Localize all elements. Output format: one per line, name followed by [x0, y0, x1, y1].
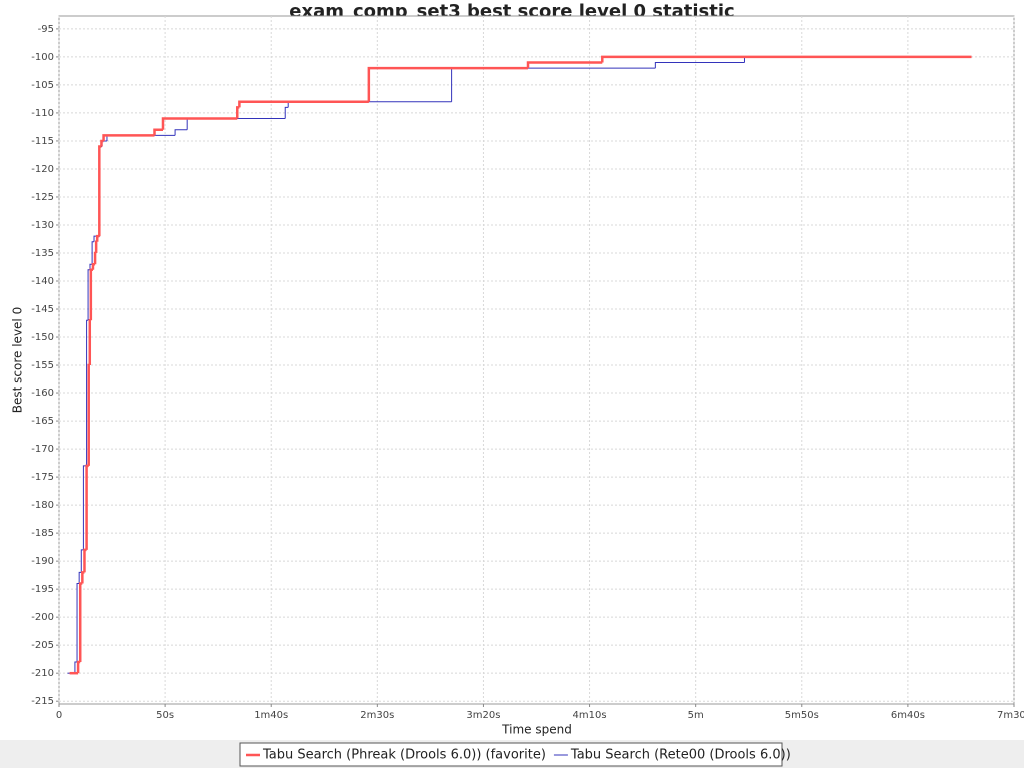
- y-tick-label: -205: [31, 640, 54, 651]
- y-tick-label: -180: [31, 500, 54, 511]
- step-segment: [76, 583, 80, 662]
- step-segment: [80, 549, 84, 573]
- step-segment: [81, 571, 85, 584]
- y-tick-label: -160: [31, 388, 54, 399]
- step-segment: [94, 240, 98, 253]
- step-segment: [87, 363, 90, 466]
- x-tick-label: 5m50s: [785, 710, 819, 721]
- y-tick-label: -200: [31, 612, 54, 623]
- y-tick-label: -110: [31, 108, 54, 119]
- y-tick-label: -100: [31, 52, 54, 63]
- y-tick-label: -165: [31, 416, 54, 427]
- step-segment: [601, 55, 972, 63]
- y-tick-label: -130: [31, 220, 54, 231]
- x-tick-label: 2m30s: [360, 710, 394, 721]
- x-tick-label: 1m40s: [254, 710, 288, 721]
- legend-label: Tabu Search (Phreak (Drools 6.0)) (favor…: [262, 748, 546, 763]
- x-tick-label: 6m40s: [891, 710, 925, 721]
- y-tick-label: -120: [31, 164, 54, 175]
- step-segment: [98, 145, 102, 237]
- step-segment: [284, 106, 289, 119]
- y-tick-label: -185: [31, 528, 54, 539]
- step-segment: [87, 269, 90, 321]
- x-tick-label: 4m10s: [573, 710, 607, 721]
- legend-label: Tabu Search (Rete00 (Drools 6.0)): [570, 748, 791, 763]
- step-segment: [367, 66, 529, 102]
- y-tick-label: -150: [31, 332, 54, 343]
- step-segment: [78, 582, 83, 662]
- y-axis-label: Best score level 0: [11, 307, 25, 413]
- y-tick-label: -210: [31, 668, 54, 679]
- x-tick-label: 5m: [688, 710, 704, 721]
- step-segment: [93, 251, 97, 265]
- step-segment: [526, 61, 603, 69]
- y-tick-label: -175: [31, 472, 54, 483]
- x-tick-label: 7m30s: [997, 710, 1024, 721]
- x-tick-label: 50s: [156, 710, 174, 721]
- y-tick-label: -115: [31, 136, 54, 147]
- y-tick-label: -145: [31, 304, 54, 315]
- legend: [239, 742, 783, 767]
- y-tick-label: -190: [31, 556, 54, 567]
- step-segment: [238, 100, 369, 108]
- step-segment: [153, 128, 163, 136]
- step-segment: [78, 571, 82, 584]
- step-segment: [102, 134, 155, 141]
- step-segment: [89, 263, 93, 270]
- x-axis-label: Time spend: [501, 723, 572, 737]
- y-tick-label: -195: [31, 584, 54, 595]
- step-segment: [88, 318, 92, 366]
- y-tick-label: -140: [31, 276, 54, 287]
- y-tick-label: -215: [31, 696, 54, 707]
- step-segment: [91, 241, 95, 265]
- y-tick-label: -155: [31, 360, 54, 371]
- step-segment: [74, 661, 78, 674]
- y-tick-label: -125: [31, 192, 54, 203]
- x-tick-label: 0: [56, 710, 62, 721]
- x-tick-label: 3m20s: [466, 710, 500, 721]
- step-segment: [654, 62, 745, 69]
- y-tick-label: -95: [38, 24, 54, 35]
- step-segment: [161, 117, 238, 130]
- y-tick-label: -170: [31, 444, 54, 455]
- y-tick-label: -135: [31, 248, 54, 259]
- y-tick-label: -105: [31, 80, 54, 91]
- step-segment: [174, 129, 188, 136]
